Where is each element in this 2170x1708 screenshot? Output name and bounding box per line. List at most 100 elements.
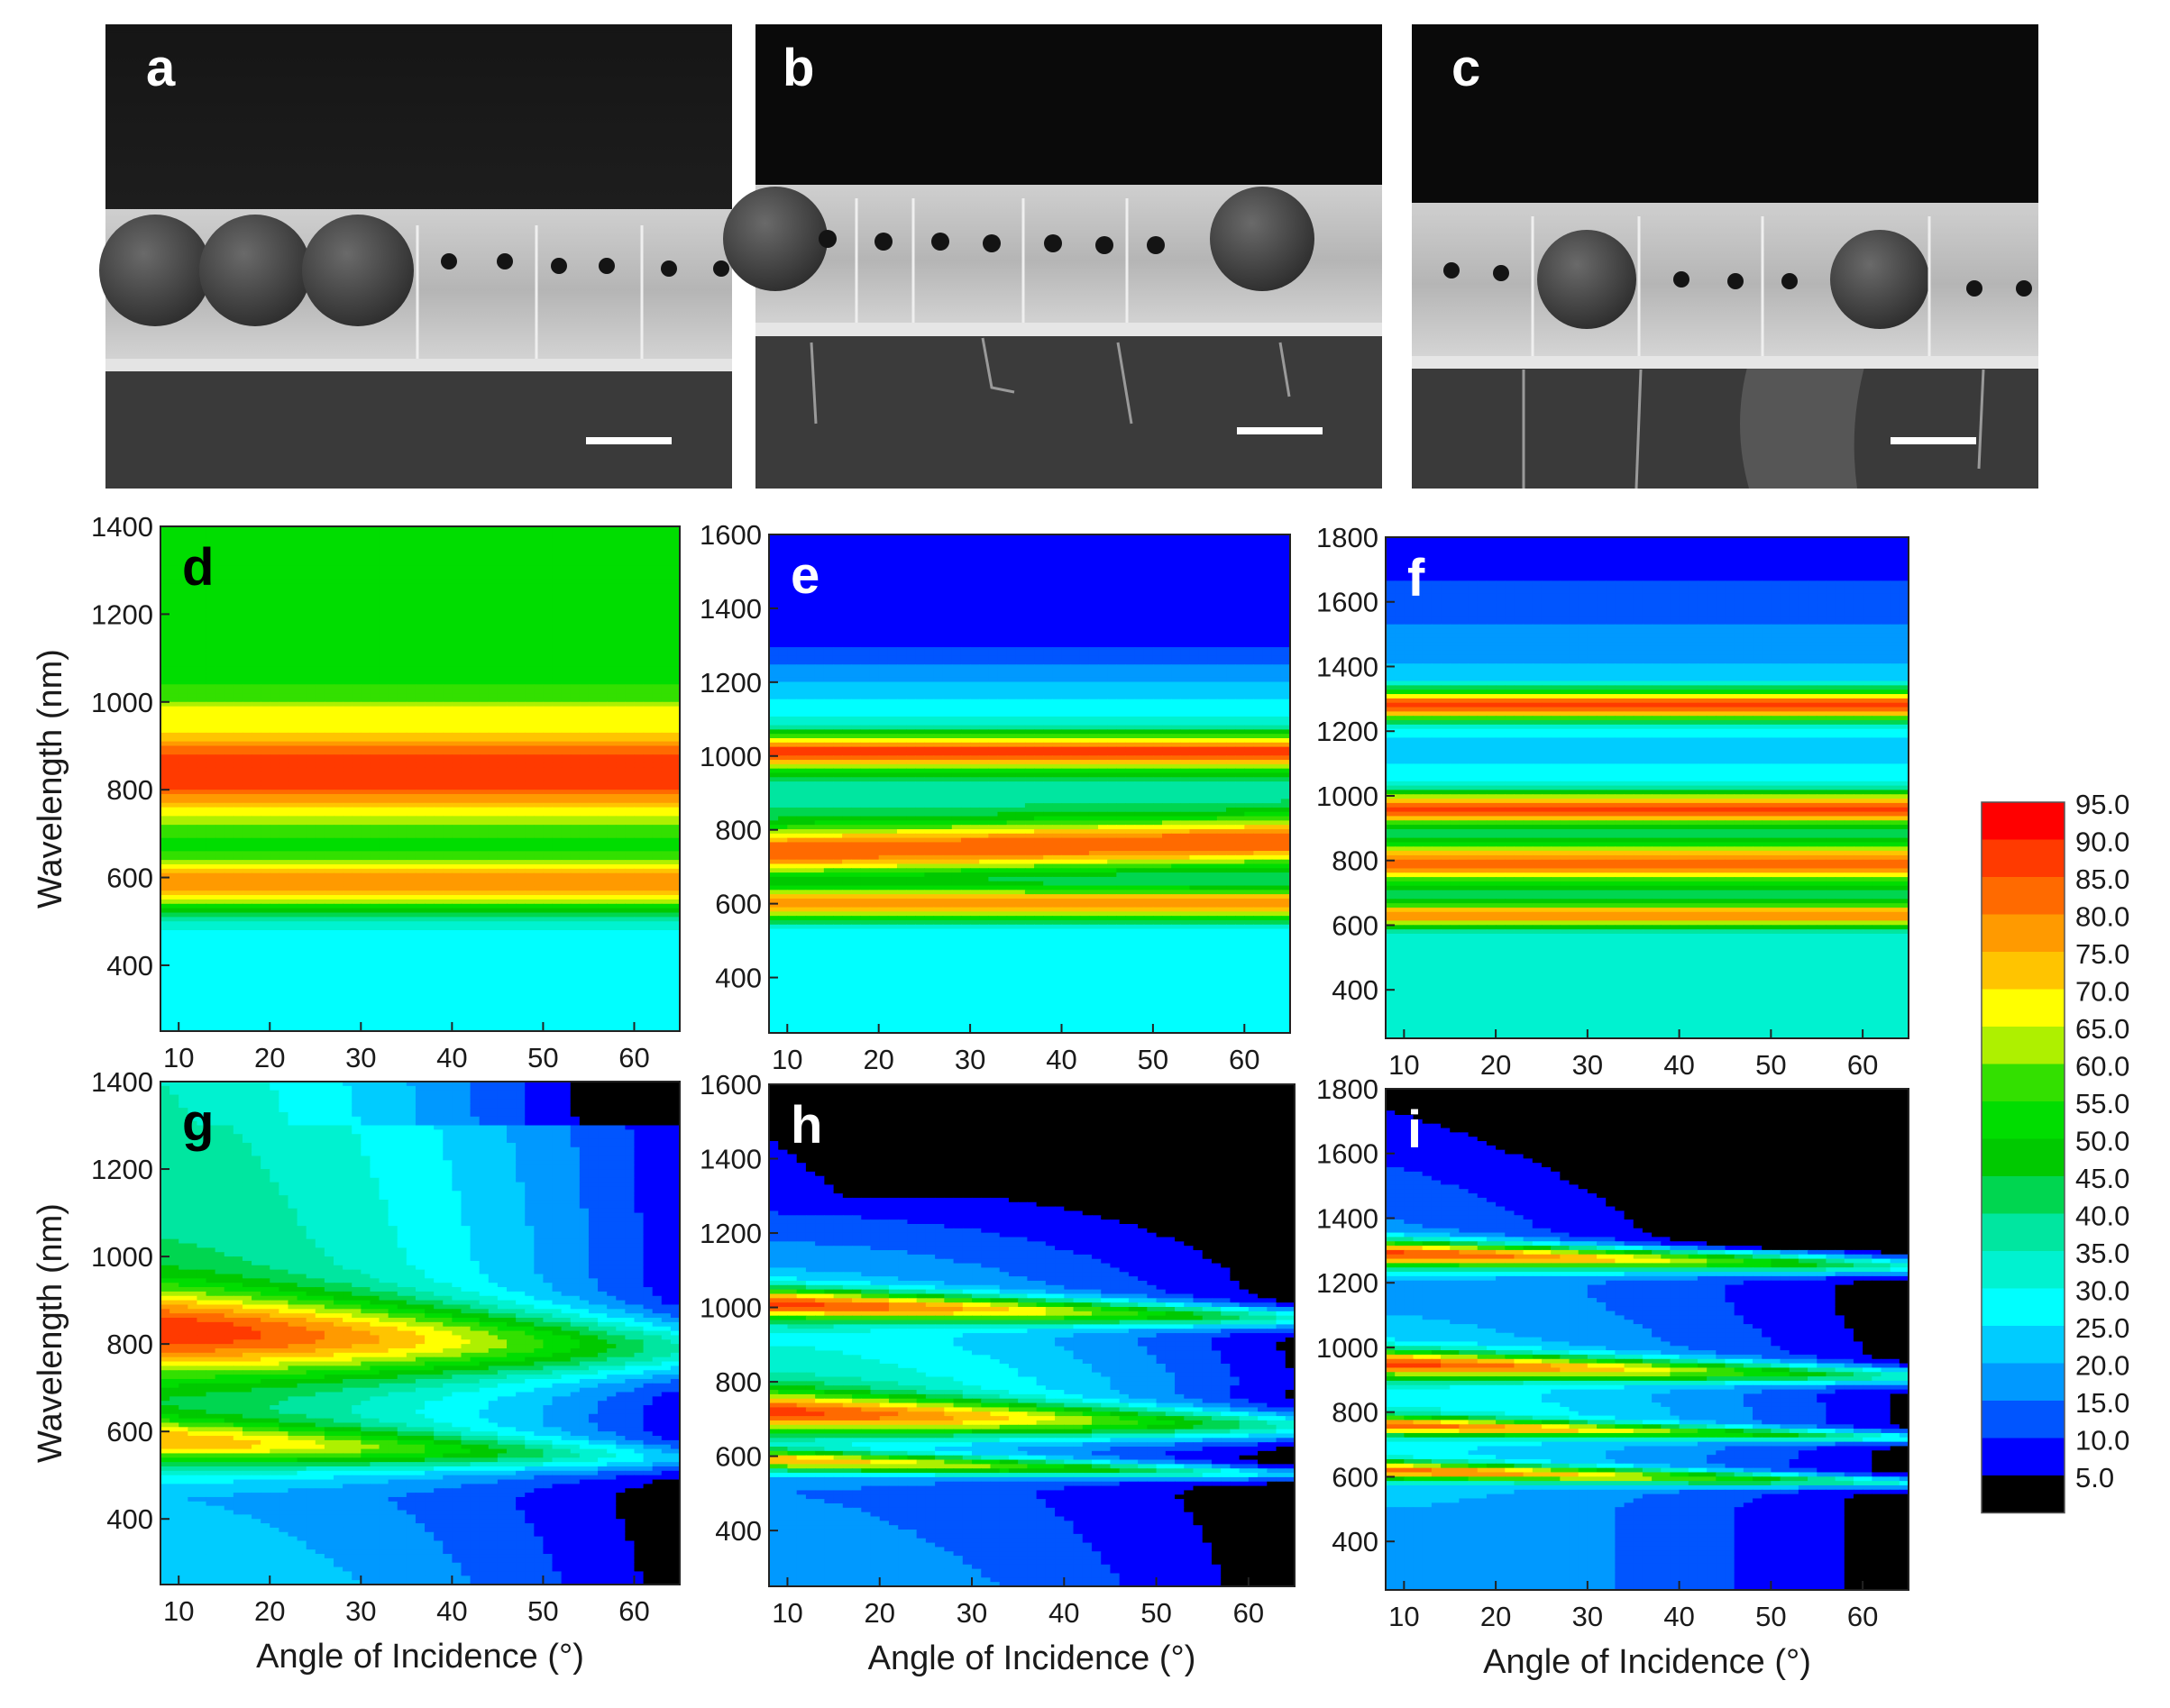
heatmap-cell — [215, 745, 225, 750]
heatmap-cell — [233, 820, 243, 825]
heatmap-cell — [589, 750, 599, 754]
heatmap-cell — [416, 711, 426, 716]
heatmap-cell — [653, 737, 663, 742]
heatmap-cell — [160, 781, 170, 785]
heatmap-cell — [598, 724, 608, 728]
heatmap-cell — [352, 838, 362, 843]
heatmap-cell — [644, 583, 654, 588]
heatmap-cell — [534, 579, 544, 583]
heatmap-cell — [252, 566, 261, 571]
heatmap-cell — [160, 891, 170, 895]
heatmap-cell — [215, 891, 225, 895]
heatmap-cell — [380, 900, 389, 904]
heatmap-cell — [543, 886, 553, 891]
heatmap-cell — [489, 759, 499, 763]
heatmap-cell — [634, 834, 644, 838]
heatmap-cell — [325, 711, 334, 716]
heatmap-cell — [553, 680, 563, 684]
heatmap-cell — [598, 562, 608, 566]
heatmap-cell — [206, 886, 216, 891]
heatmap-cell — [480, 825, 490, 829]
heatmap-cell — [179, 794, 188, 799]
heatmap-cell — [489, 658, 499, 662]
heatmap-cell — [571, 575, 581, 580]
heatmap-cell — [671, 588, 681, 592]
heatmap-cell — [307, 860, 316, 864]
heatmap-cell — [307, 684, 316, 689]
heatmap-cell — [160, 562, 170, 566]
heatmap-cell — [352, 667, 362, 671]
heatmap-cell — [425, 851, 435, 855]
heatmap-cell — [243, 562, 252, 566]
heatmap-cell — [215, 606, 225, 610]
heatmap-cell — [534, 606, 544, 610]
heatmap-cell — [443, 873, 453, 878]
heatmap-cell — [279, 851, 288, 855]
heatmap-cell — [452, 886, 462, 891]
heatmap-cell — [589, 557, 599, 562]
heatmap-cell — [407, 742, 417, 746]
heatmap-cell — [571, 790, 581, 794]
heatmap-cell — [480, 768, 490, 772]
heatmap-cell — [279, 745, 288, 750]
heatmap-cell — [507, 860, 517, 864]
heatmap-cell — [580, 904, 590, 909]
heatmap-cell — [188, 825, 197, 829]
heatmap-cell — [489, 610, 499, 615]
heatmap-cell — [224, 812, 234, 817]
heatmap-cell — [398, 860, 407, 864]
heatmap-cell — [270, 825, 279, 829]
heatmap-cell — [525, 754, 535, 759]
heatmap-cell — [616, 583, 626, 588]
heatmap-cell — [298, 895, 307, 900]
heatmap-cell — [480, 745, 490, 750]
heatmap-cell — [160, 820, 170, 825]
heatmap-cell — [471, 543, 481, 548]
heatmap-cell — [352, 895, 362, 900]
heatmap-cell — [398, 812, 407, 817]
heatmap-cell — [616, 553, 626, 557]
heatmap-cell — [298, 571, 307, 575]
heatmap-cell — [279, 662, 288, 667]
heatmap-cell — [653, 641, 663, 645]
heatmap-cell — [179, 689, 188, 693]
heatmap-cell — [243, 763, 252, 768]
heatmap-cell — [525, 680, 535, 684]
heatmap-cell — [471, 707, 481, 711]
heatmap-cell — [343, 623, 353, 627]
heatmap-cell — [179, 671, 188, 676]
heatmap-cell — [188, 614, 197, 618]
heatmap-cell — [471, 733, 481, 737]
heatmap-cell — [288, 601, 298, 606]
heatmap-cell — [516, 785, 526, 790]
heatmap-cell — [607, 689, 617, 693]
heatmap-cell — [361, 553, 371, 557]
heatmap-cell — [543, 768, 553, 772]
heatmap-cell — [607, 878, 617, 882]
heatmap-cell — [343, 864, 353, 869]
heatmap-cell — [416, 742, 426, 746]
heatmap-cell — [389, 632, 398, 636]
heatmap-cell — [252, 763, 261, 768]
heatmap-cell — [671, 579, 681, 583]
heatmap-cell — [243, 715, 252, 719]
heatmap-cell — [179, 759, 188, 763]
heatmap-cell — [243, 745, 252, 750]
heatmap-cell — [398, 808, 407, 812]
heatmap-cell — [407, 606, 417, 610]
heatmap-cell — [452, 843, 462, 847]
heatmap-cell — [562, 649, 572, 653]
heatmap-panel-d: 10 20 30 40 50 60400600800100012001400dWavele… — [32, 511, 681, 1073]
heatmap-cell — [389, 772, 398, 777]
heatmap-cell — [516, 750, 526, 754]
heatmap-cell — [188, 745, 197, 750]
heatmap-cell — [644, 772, 654, 777]
heatmap-cell — [662, 790, 672, 794]
heatmap-cell — [653, 846, 663, 851]
heatmap-cell — [425, 904, 435, 909]
heatmap-cell — [489, 724, 499, 728]
heatmap-cell — [224, 909, 234, 913]
heatmap-cell — [252, 812, 261, 817]
heatmap-cell — [188, 803, 197, 808]
heatmap-cell — [625, 768, 635, 772]
